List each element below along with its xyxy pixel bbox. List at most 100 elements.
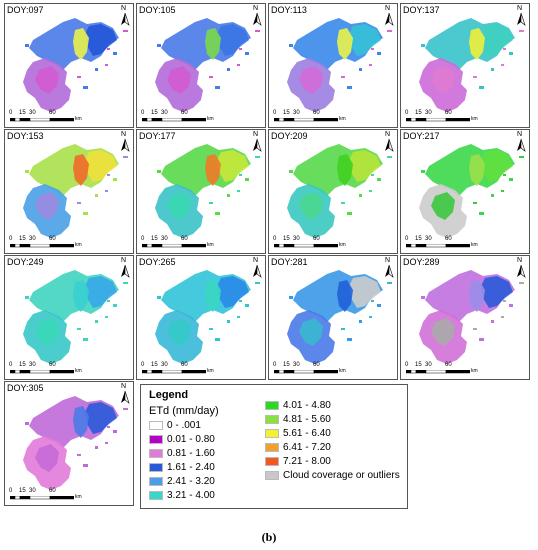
small-island: [237, 190, 240, 192]
small-island: [113, 430, 117, 433]
et-map-image: [23, 270, 128, 364]
doy-label: DOY:305: [7, 383, 44, 393]
scale-tick-label: 0: [9, 362, 13, 368]
small-island: [519, 30, 524, 32]
region-band: [469, 28, 485, 60]
map-panel: DOY:113 N 0 15 30 60 km: [268, 3, 398, 128]
scale-bar: 0 15 30 60 km: [9, 488, 84, 502]
small-island: [369, 190, 372, 192]
scale-tick-label: 60: [181, 110, 188, 116]
doy-label: DOY:177: [139, 131, 176, 141]
doy-label: DOY:281: [271, 257, 308, 267]
region-band: [73, 28, 89, 60]
scale-tick-label: 0: [141, 236, 145, 242]
region-band: [73, 406, 89, 438]
legend-swatch: [149, 462, 163, 472]
small-island: [245, 52, 249, 55]
north-arrow-icon: N: [120, 131, 130, 152]
region-band: [205, 154, 221, 186]
small-island: [107, 174, 110, 176]
scale-tick-label: 60: [313, 110, 320, 116]
small-island: [501, 64, 504, 66]
scale-tick-label: 15: [19, 488, 26, 494]
doy-label: DOY:265: [139, 257, 176, 267]
small-island: [371, 48, 374, 50]
north-label: N: [121, 257, 127, 264]
small-island: [25, 296, 29, 299]
scale-unit: km: [207, 242, 214, 248]
region-band: [205, 280, 221, 312]
legend-swatch: [265, 414, 279, 424]
small-island: [157, 44, 161, 47]
scale-bar: 0 15 30 60 km: [141, 362, 216, 376]
et-map-image: [287, 144, 392, 238]
scale-tick-label: 0: [9, 236, 13, 242]
scale-tick-label: 15: [283, 110, 290, 116]
legend-label: 1.61 - 2.40: [167, 461, 215, 473]
small-island: [369, 316, 372, 318]
scale-bar: 0 15 30 60 km: [273, 236, 348, 250]
scale-bar: 0 15 30 60 km: [141, 236, 216, 250]
region-band: [337, 28, 353, 60]
north-label: N: [517, 5, 523, 12]
legend-item: 1.61 - 2.40: [149, 461, 215, 473]
scale-unit: km: [75, 116, 82, 122]
scale-tick-label: 30: [425, 110, 432, 116]
region-east: [85, 276, 117, 308]
small-island: [501, 190, 504, 192]
small-island: [105, 442, 108, 444]
et-map-image: [419, 144, 524, 238]
small-island: [289, 170, 293, 173]
small-island: [421, 296, 425, 299]
map-panel: DOY:265 N 0 15 30 60 km: [136, 255, 266, 380]
scale-tick-label: 0: [405, 362, 409, 368]
small-island: [157, 296, 161, 299]
small-island: [377, 304, 381, 307]
doy-label: DOY:097: [7, 5, 44, 15]
legend-box: Legend ETd (mm/day) 0 - .001 0.01 - 0.80 0…: [140, 384, 408, 509]
small-island: [239, 300, 242, 302]
small-island: [239, 48, 242, 50]
legend-item: 0.81 - 1.60: [149, 447, 215, 459]
small-island: [209, 328, 213, 330]
north-arrow-icon: N: [516, 5, 526, 26]
map-panel: DOY:249 N 0 15 30 60 km: [4, 255, 134, 380]
scale-tick-label: 60: [49, 236, 56, 242]
map-panel: DOY:217 N 0 15 30 60 km: [400, 129, 530, 254]
small-island: [215, 86, 220, 89]
small-island: [25, 422, 29, 425]
scale-tick-label: 60: [445, 236, 452, 242]
region-east: [217, 24, 249, 56]
region-east: [85, 402, 117, 434]
north-label: N: [385, 257, 391, 264]
north-label: N: [385, 131, 391, 138]
map-panel: DOY:305 N 0 15 30 60 km: [4, 381, 134, 506]
legend-item: 5.61 - 6.40: [265, 427, 331, 439]
small-island: [289, 44, 293, 47]
small-island: [25, 44, 29, 47]
scale-tick-label: 15: [151, 362, 158, 368]
legend-swatch: [265, 470, 279, 480]
legend-item: Cloud coverage or outliers: [265, 469, 400, 481]
legend-item: 4.81 - 5.60: [265, 413, 331, 425]
scale-tick-label: 0: [273, 110, 277, 116]
small-island: [239, 174, 242, 176]
north-arrow-icon: N: [516, 131, 526, 152]
scale-tick-label: 15: [151, 110, 158, 116]
scale-unit: km: [339, 116, 346, 122]
small-island: [503, 300, 506, 302]
region-east: [481, 150, 513, 182]
map-panel: DOY:289 N 0 15 30 60 km: [400, 255, 530, 380]
scale-unit: km: [75, 368, 82, 374]
map-panel: DOY:209 N 0 15 30 60 km: [268, 129, 398, 254]
scale-unit: km: [471, 116, 478, 122]
small-island: [473, 328, 477, 330]
scale-tick-label: 60: [313, 236, 320, 242]
north-label: N: [385, 5, 391, 12]
small-island: [227, 68, 230, 71]
scale-unit: km: [471, 368, 478, 374]
scale-unit: km: [207, 116, 214, 122]
small-island: [509, 178, 513, 181]
small-island: [479, 338, 484, 341]
scale-unit: km: [339, 242, 346, 248]
